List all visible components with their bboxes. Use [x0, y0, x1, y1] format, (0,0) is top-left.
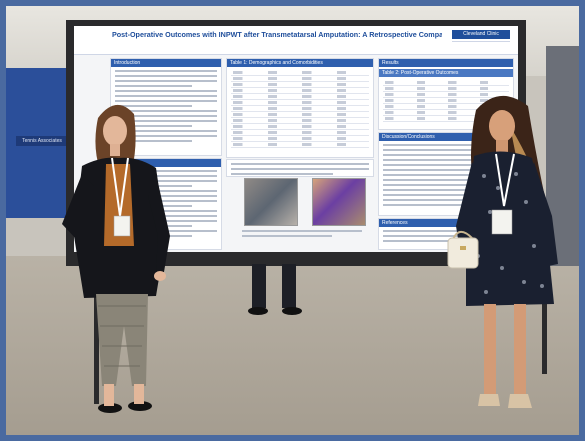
presenter-right — [447, 95, 558, 408]
section-text-block — [226, 159, 374, 177]
section-table1: Table 1: Demographics and Comorbidities — [226, 58, 374, 158]
table2-heading: Table 2: Post-Operative Outcomes — [379, 69, 513, 77]
section-introduction: Introduction — [110, 58, 222, 156]
clinical-photo-2 — [312, 178, 366, 226]
section-heading: Introduction — [111, 59, 221, 67]
institution-logo: Cleveland Clinic — [452, 30, 510, 39]
poster-title: Post-Operative Outcomes with INPWT after… — [112, 30, 442, 39]
section-heading: Discussion/Conclusions — [379, 133, 513, 141]
background-booth: Tennis Associates — [6, 68, 76, 218]
section-heading: Table 1: Demographics and Comorbidities — [227, 59, 373, 67]
booth-banner: Tennis Associates — [16, 136, 68, 146]
section-heading: Results — [379, 59, 513, 67]
secondary-logo — [452, 41, 510, 50]
clinical-photo-1 — [244, 178, 298, 226]
background-person-legs — [94, 264, 547, 404]
section-heading: References — [379, 219, 513, 227]
photo: Tennis Associates Post-Operative Outcome… — [6, 6, 579, 435]
poster-header: Post-Operative Outcomes with INPWT after… — [74, 26, 518, 55]
presenter-left — [62, 104, 170, 413]
table-1 — [231, 70, 369, 148]
